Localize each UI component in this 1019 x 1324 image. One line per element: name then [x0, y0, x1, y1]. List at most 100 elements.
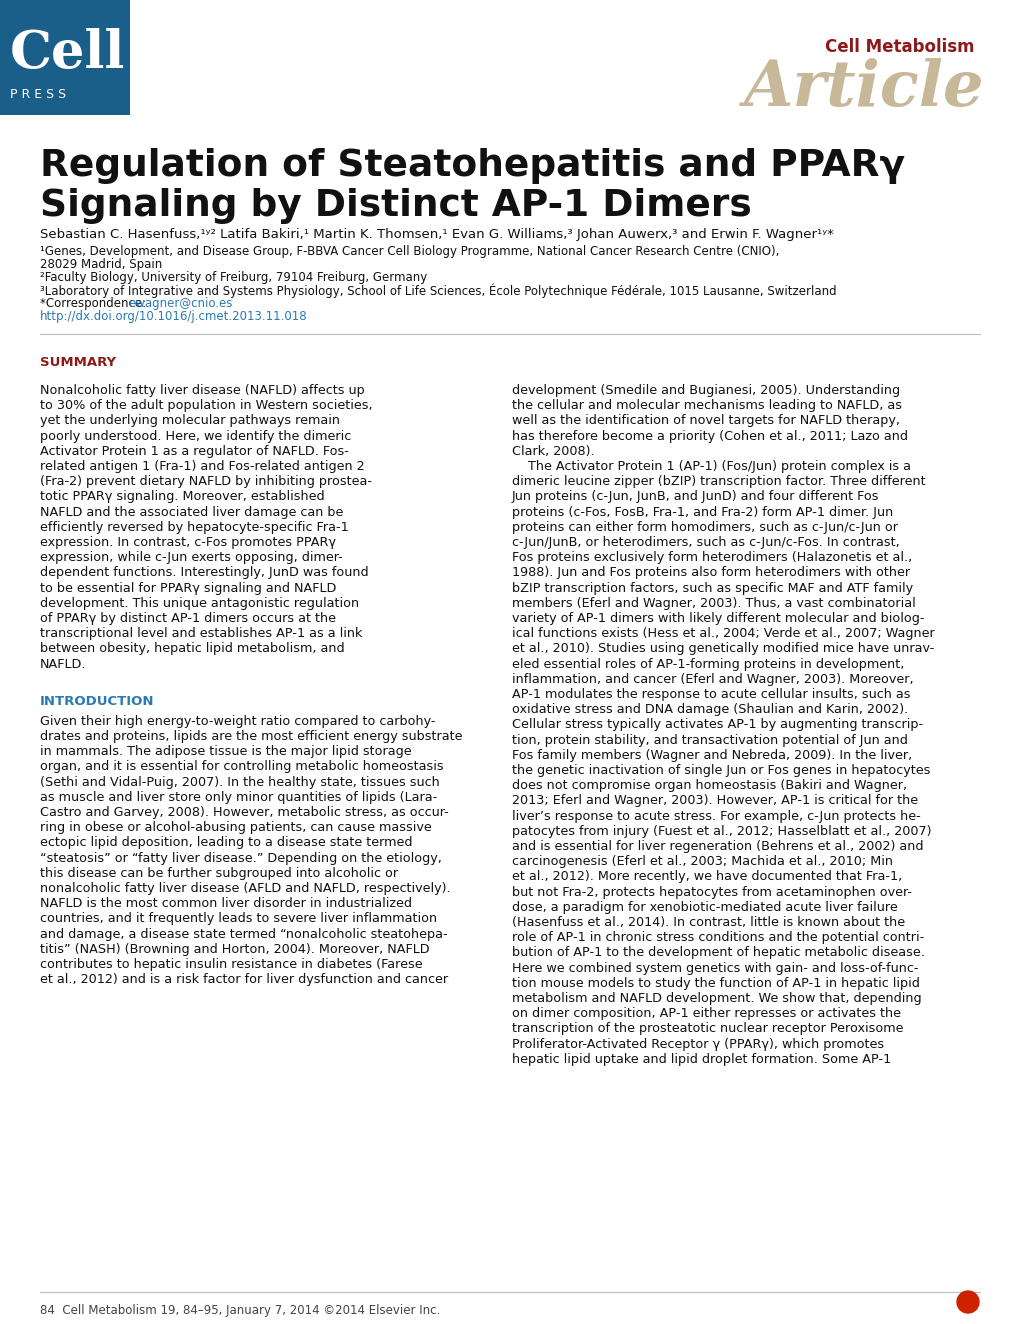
Text: proteins can either form homodimers, such as c-Jun/c-Jun or: proteins can either form homodimers, suc… — [512, 520, 897, 534]
Text: NAFLD and the associated liver damage can be: NAFLD and the associated liver damage ca… — [40, 506, 343, 519]
Text: ewagner@cnio.es: ewagner@cnio.es — [127, 297, 232, 310]
Circle shape — [956, 1291, 978, 1313]
Text: the cellular and molecular mechanisms leading to NAFLD, as: the cellular and molecular mechanisms le… — [512, 400, 901, 412]
Text: Sebastian C. Hasenfuss,¹ʸ² Latifa Bakiri,¹ Martin K. Thomsen,¹ Evan G. Williams,: Sebastian C. Hasenfuss,¹ʸ² Latifa Bakiri… — [40, 228, 834, 241]
Text: “steatosis” or “fatty liver disease.” Depending on the etiology,: “steatosis” or “fatty liver disease.” De… — [40, 851, 441, 865]
Text: et al., 2012). More recently, we have documented that Fra-1,: et al., 2012). More recently, we have do… — [512, 870, 902, 883]
Text: Activator Protein 1 as a regulator of NAFLD. Fos-: Activator Protein 1 as a regulator of NA… — [40, 445, 348, 458]
Text: Clark, 2008).: Clark, 2008). — [512, 445, 594, 458]
Text: P R E S S: P R E S S — [10, 87, 66, 101]
Text: variety of AP-1 dimers with likely different molecular and biolog-: variety of AP-1 dimers with likely diffe… — [512, 612, 923, 625]
Text: nonalcoholic fatty liver disease (AFLD and NAFLD, respectively).: nonalcoholic fatty liver disease (AFLD a… — [40, 882, 450, 895]
Text: bution of AP-1 to the development of hepatic metabolic disease.: bution of AP-1 to the development of hep… — [512, 947, 924, 960]
Text: Fos family members (Wagner and Nebreda, 2009). In the liver,: Fos family members (Wagner and Nebreda, … — [512, 749, 911, 761]
Text: Proliferator-Activated Receptor γ (PPARγ), which promotes: Proliferator-Activated Receptor γ (PPARγ… — [512, 1038, 883, 1051]
Text: tion, protein stability, and transactivation potential of Jun and: tion, protein stability, and transactiva… — [512, 733, 907, 747]
Text: oxidative stress and DNA damage (Shaulian and Karin, 2002).: oxidative stress and DNA damage (Shaulia… — [512, 703, 907, 716]
Text: well as the identification of novel targets for NAFLD therapy,: well as the identification of novel targ… — [512, 414, 899, 428]
Text: inflammation, and cancer (Eferl and Wagner, 2003). Moreover,: inflammation, and cancer (Eferl and Wagn… — [512, 673, 913, 686]
Text: (Sethi and Vidal-Puig, 2007). In the healthy state, tissues such: (Sethi and Vidal-Puig, 2007). In the hea… — [40, 776, 439, 789]
Text: Nonalcoholic fatty liver disease (NAFLD) affects up: Nonalcoholic fatty liver disease (NAFLD)… — [40, 384, 365, 397]
Text: to 30% of the adult population in Western societies,: to 30% of the adult population in Wester… — [40, 400, 372, 412]
Text: expression. In contrast, c-Fos promotes PPARγ: expression. In contrast, c-Fos promotes … — [40, 536, 335, 549]
Text: eled essential roles of AP-1-forming proteins in development,: eled essential roles of AP-1-forming pro… — [512, 658, 904, 670]
Text: Fos proteins exclusively form heterodimers (Halazonetis et al.,: Fos proteins exclusively form heterodime… — [512, 551, 911, 564]
Text: organ, and it is essential for controlling metabolic homeostasis: organ, and it is essential for controlli… — [40, 760, 443, 773]
Text: INTRODUCTION: INTRODUCTION — [40, 695, 154, 708]
Text: Given their high energy-to-weight ratio compared to carbohy-: Given their high energy-to-weight ratio … — [40, 715, 435, 728]
Text: related antigen 1 (Fra-1) and Fos-related antigen 2: related antigen 1 (Fra-1) and Fos-relate… — [40, 459, 364, 473]
Text: development (Smedile and Bugianesi, 2005). Understanding: development (Smedile and Bugianesi, 2005… — [512, 384, 899, 397]
Text: 28029 Madrid, Spain: 28029 Madrid, Spain — [40, 258, 162, 271]
Text: (Fra-2) prevent dietary NAFLD by inhibiting prostea-: (Fra-2) prevent dietary NAFLD by inhibit… — [40, 475, 372, 489]
Text: members (Eferl and Wagner, 2003). Thus, a vast combinatorial: members (Eferl and Wagner, 2003). Thus, … — [512, 597, 915, 610]
Text: transcriptional level and establishes AP-1 as a link: transcriptional level and establishes AP… — [40, 628, 362, 641]
Text: titis” (NASH) (Browning and Horton, 2004). Moreover, NAFLD: titis” (NASH) (Browning and Horton, 2004… — [40, 943, 429, 956]
Text: Cell Metabolism: Cell Metabolism — [824, 38, 974, 56]
Text: ²Faculty Biology, University of Freiburg, 79104 Freiburg, Germany: ²Faculty Biology, University of Freiburg… — [40, 271, 427, 285]
Text: expression, while c-Jun exerts opposing, dimer-: expression, while c-Jun exerts opposing,… — [40, 551, 342, 564]
Text: AP-1 modulates the response to acute cellular insults, such as: AP-1 modulates the response to acute cel… — [512, 688, 910, 700]
Text: poorly understood. Here, we identify the dimeric: poorly understood. Here, we identify the… — [40, 429, 351, 442]
Text: this disease can be further subgrouped into alcoholic or: this disease can be further subgrouped i… — [40, 867, 397, 880]
Text: ¹Genes, Development, and Disease Group, F-BBVA Cancer Cell Biology Programme, Na: ¹Genes, Development, and Disease Group, … — [40, 245, 779, 258]
Text: +: + — [960, 1292, 974, 1309]
Text: Regulation of Steatohepatitis and PPARγ: Regulation of Steatohepatitis and PPARγ — [40, 148, 904, 184]
Text: (Hasenfuss et al., 2014). In contrast, little is known about the: (Hasenfuss et al., 2014). In contrast, l… — [512, 916, 904, 929]
Text: contributes to hepatic insulin resistance in diabetes (Farese: contributes to hepatic insulin resistanc… — [40, 959, 422, 970]
Text: countries, and it frequently leads to severe liver inflammation: countries, and it frequently leads to se… — [40, 912, 437, 925]
Text: on dimer composition, AP-1 either represses or activates the: on dimer composition, AP-1 either repres… — [512, 1008, 900, 1021]
Text: c-Jun/JunB, or heterodimers, such as c-Jun/c-Fos. In contrast,: c-Jun/JunB, or heterodimers, such as c-J… — [512, 536, 899, 549]
Text: 84  Cell Metabolism 19, 84–95, January 7, 2014 ©2014 Elsevier Inc.: 84 Cell Metabolism 19, 84–95, January 7,… — [40, 1304, 440, 1317]
Text: liver’s response to acute stress. For example, c-Jun protects he-: liver’s response to acute stress. For ex… — [512, 809, 920, 822]
Text: to be essential for PPARγ signaling and NAFLD: to be essential for PPARγ signaling and … — [40, 581, 336, 594]
Text: totic PPARγ signaling. Moreover, established: totic PPARγ signaling. Moreover, establi… — [40, 490, 324, 503]
Text: ring in obese or alcohol-abusing patients, can cause massive: ring in obese or alcohol-abusing patient… — [40, 821, 431, 834]
Text: and is essential for liver regeneration (Behrens et al., 2002) and: and is essential for liver regeneration … — [512, 839, 922, 853]
Text: efficiently reversed by hepatocyte-specific Fra-1: efficiently reversed by hepatocyte-speci… — [40, 520, 348, 534]
Text: and damage, a disease state termed “nonalcoholic steatohepa-: and damage, a disease state termed “nona… — [40, 928, 447, 940]
Text: Castro and Garvey, 2008). However, metabolic stress, as occur-: Castro and Garvey, 2008). However, metab… — [40, 806, 448, 820]
Text: dimeric leucine zipper (bZIP) transcription factor. Three different: dimeric leucine zipper (bZIP) transcript… — [512, 475, 924, 489]
Text: proteins (c-Fos, FosB, Fra-1, and Fra-2) form AP-1 dimer. Jun: proteins (c-Fos, FosB, Fra-1, and Fra-2)… — [512, 506, 893, 519]
Text: The Activator Protein 1 (AP-1) (Fos/Jun) protein complex is a: The Activator Protein 1 (AP-1) (Fos/Jun)… — [512, 459, 910, 473]
Text: ³Laboratory of Integrative and Systems Physiology, School of Life Sciences, Écol: ³Laboratory of Integrative and Systems P… — [40, 285, 836, 298]
Text: carcinogenesis (Eferl et al., 2003; Machida et al., 2010; Min: carcinogenesis (Eferl et al., 2003; Mach… — [512, 855, 892, 869]
Text: between obesity, hepatic lipid metabolism, and: between obesity, hepatic lipid metabolis… — [40, 642, 344, 655]
Text: Cell: Cell — [10, 28, 125, 79]
Text: Signaling by Distinct AP-1 Dimers: Signaling by Distinct AP-1 Dimers — [40, 188, 751, 224]
Text: bZIP transcription factors, such as specific MAF and ATF family: bZIP transcription factors, such as spec… — [512, 581, 912, 594]
Text: transcription of the prosteatotic nuclear receptor Peroxisome: transcription of the prosteatotic nuclea… — [512, 1022, 903, 1035]
Text: ectopic lipid deposition, leading to a disease state termed: ectopic lipid deposition, leading to a d… — [40, 837, 412, 850]
Text: development. This unique antagonistic regulation: development. This unique antagonistic re… — [40, 597, 359, 610]
Text: tion mouse models to study the function of AP-1 in hepatic lipid: tion mouse models to study the function … — [512, 977, 919, 990]
Text: but not Fra-2, protects hepatocytes from acetaminophen over-: but not Fra-2, protects hepatocytes from… — [512, 886, 911, 899]
Text: drates and proteins, lipids are the most efficient energy substrate: drates and proteins, lipids are the most… — [40, 730, 462, 743]
Text: *Correspondence:: *Correspondence: — [40, 297, 150, 310]
Text: hepatic lipid uptake and lipid droplet formation. Some AP-1: hepatic lipid uptake and lipid droplet f… — [512, 1053, 891, 1066]
Text: Cellular stress typically activates AP-1 by augmenting transcrip-: Cellular stress typically activates AP-1… — [512, 719, 922, 731]
Text: et al., 2012) and is a risk factor for liver dysfunction and cancer: et al., 2012) and is a risk factor for l… — [40, 973, 447, 986]
Text: Jun proteins (c-Jun, JunB, and JunD) and four different Fos: Jun proteins (c-Jun, JunB, and JunD) and… — [512, 490, 878, 503]
Text: dose, a paradigm for xenobiotic-mediated acute liver failure: dose, a paradigm for xenobiotic-mediated… — [512, 900, 897, 914]
Text: the genetic inactivation of single Jun or Fos genes in hepatocytes: the genetic inactivation of single Jun o… — [512, 764, 929, 777]
Text: does not compromise organ homeostasis (Bakiri and Wagner,: does not compromise organ homeostasis (B… — [512, 780, 906, 792]
Text: SUMMARY: SUMMARY — [40, 356, 116, 369]
Text: Here we combined system genetics with gain- and loss-of-func-: Here we combined system genetics with ga… — [512, 961, 917, 974]
Text: patocytes from injury (Fuest et al., 2012; Hasselblatt et al., 2007): patocytes from injury (Fuest et al., 201… — [512, 825, 930, 838]
Text: 1988). Jun and Fos proteins also form heterodimers with other: 1988). Jun and Fos proteins also form he… — [512, 567, 909, 580]
Text: has therefore become a priority (Cohen et al., 2011; Lazo and: has therefore become a priority (Cohen e… — [512, 429, 907, 442]
Text: NAFLD is the most common liver disorder in industrialized: NAFLD is the most common liver disorder … — [40, 898, 412, 910]
Text: et al., 2010). Studies using genetically modified mice have unrav-: et al., 2010). Studies using genetically… — [512, 642, 933, 655]
Text: http://dx.doi.org/10.1016/j.cmet.2013.11.018: http://dx.doi.org/10.1016/j.cmet.2013.11… — [40, 310, 308, 323]
Text: yet the underlying molecular pathways remain: yet the underlying molecular pathways re… — [40, 414, 339, 428]
Text: dependent functions. Interestingly, JunD was found: dependent functions. Interestingly, JunD… — [40, 567, 368, 580]
FancyBboxPatch shape — [0, 0, 129, 115]
Text: as muscle and liver store only minor quantities of lipids (Lara-: as muscle and liver store only minor qua… — [40, 790, 437, 804]
Text: metabolism and NAFLD development. We show that, depending: metabolism and NAFLD development. We sho… — [512, 992, 921, 1005]
Text: in mammals. The adipose tissue is the major lipid storage: in mammals. The adipose tissue is the ma… — [40, 745, 412, 759]
Text: 2013; Eferl and Wagner, 2003). However, AP-1 is critical for the: 2013; Eferl and Wagner, 2003). However, … — [512, 794, 917, 808]
Text: role of AP-1 in chronic stress conditions and the potential contri-: role of AP-1 in chronic stress condition… — [512, 931, 923, 944]
Text: ical functions exists (Hess et al., 2004; Verde et al., 2007; Wagner: ical functions exists (Hess et al., 2004… — [512, 628, 933, 641]
Text: Article: Article — [744, 58, 984, 119]
